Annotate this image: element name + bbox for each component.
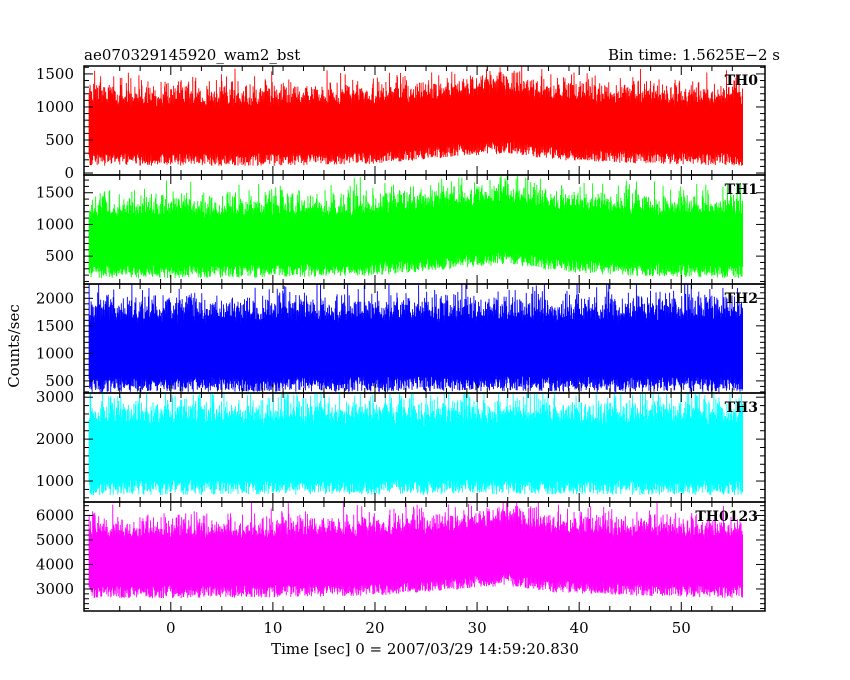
x-tick-label: 30	[468, 619, 487, 637]
y-tick-label: 2000	[36, 289, 74, 307]
y-tick-label: 500	[45, 372, 74, 390]
y-tick-label: 500	[45, 131, 74, 149]
panel-th0: 0 500 1000 1500 TH0	[36, 65, 766, 182]
series-th0123	[88, 502, 743, 599]
y-tick-label: 1000	[36, 215, 74, 233]
panel-th1: 500 1000 1500 TH1	[36, 174, 766, 285]
y-tick-label: 1000	[36, 472, 74, 490]
panel-label: TH0123	[695, 509, 758, 525]
bin-time-label: Bin time: 1.5625E−2 s	[608, 46, 780, 64]
panel-frame	[83, 501, 766, 612]
y-tick-label: 3000	[36, 388, 74, 406]
panel-label: TH1	[725, 182, 758, 198]
y-tick-label: 3000	[36, 580, 74, 598]
y-tick-label: 1000	[36, 344, 74, 362]
y-axis-label: Counts/sec	[5, 304, 23, 388]
y-tick-label: 500	[45, 247, 74, 265]
x-axis: 0 10 20 30 40 50	[166, 619, 691, 637]
panel-label: TH0	[725, 73, 759, 89]
x-tick-label: 0	[166, 619, 176, 637]
panel-label: TH3	[725, 400, 758, 416]
y-tick-label: 1000	[36, 98, 74, 116]
x-tick-label: 40	[570, 619, 589, 637]
chart-title: ae070329145920_wam2_bst	[84, 46, 300, 64]
panels-group: 0 500 1000 1500 TH0 500 1000 1500 TH1 500 1000 1500…	[36, 65, 766, 612]
y-tick-label: 1500	[36, 65, 74, 83]
panel-th0123: 3000 4000 5000 6000 TH0123	[36, 501, 766, 612]
y-tick-label: 1500	[36, 317, 74, 335]
panel-th3: 1000 2000 3000 TH3	[36, 388, 766, 503]
panel-th2: 500 1000 1500 2000 TH2	[36, 283, 766, 394]
series-th3	[88, 393, 743, 496]
x-tick-label: 20	[365, 619, 384, 637]
y-tick-label: 2000	[36, 430, 74, 448]
series-th1	[88, 175, 743, 279]
y-tick-label: 5000	[36, 531, 74, 549]
series-th0	[88, 66, 743, 166]
y-tick-label: 0	[64, 164, 74, 182]
x-tick-label: 10	[263, 619, 282, 637]
panel-label: TH2	[725, 291, 758, 307]
x-tick-label: 50	[672, 619, 691, 637]
y-tick-label: 6000	[36, 506, 74, 524]
series-th2	[88, 284, 743, 393]
y-tick-label: 4000	[36, 555, 74, 573]
y-tick-label: 1500	[36, 184, 74, 202]
x-axis-label: Time [sec] 0 = 2007/03/29 14:59:20.830	[271, 640, 579, 658]
